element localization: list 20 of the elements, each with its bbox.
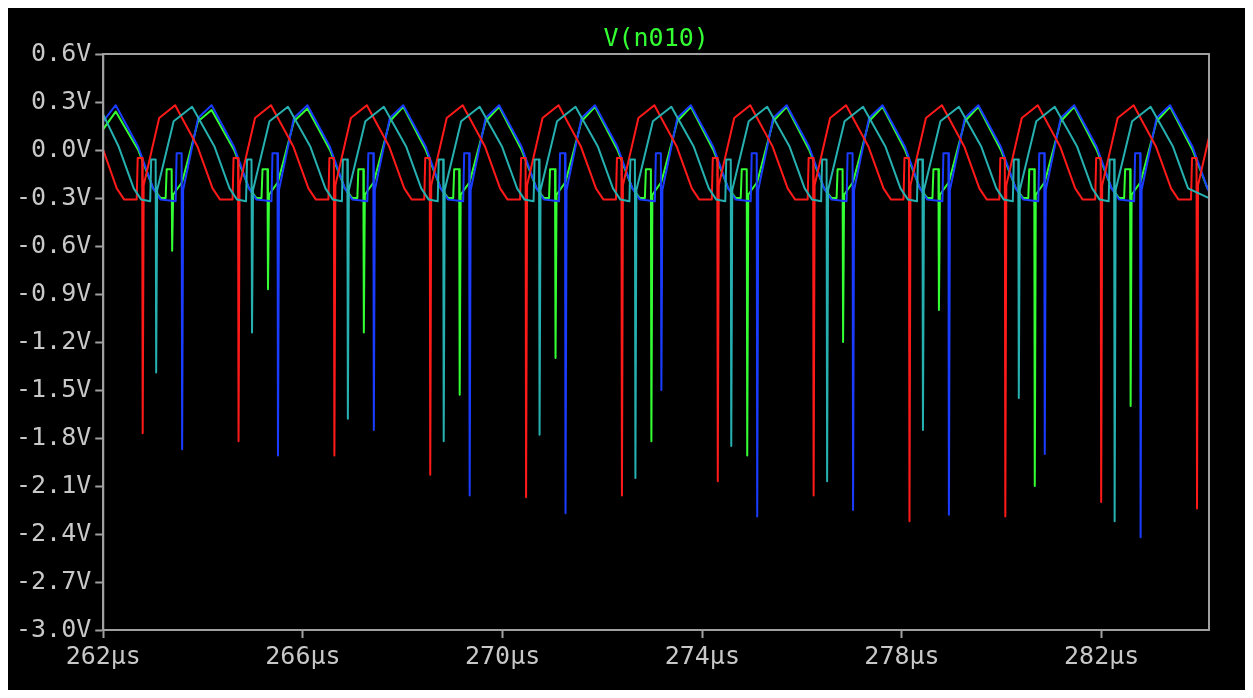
y-tick-label: -0.6V xyxy=(15,229,92,259)
text: V(n010) xyxy=(603,23,709,52)
y-tick-label: 0.0V xyxy=(31,133,92,163)
y-tick-label: 0.6V xyxy=(31,37,92,67)
y-tick-label: -1.5V xyxy=(15,373,92,403)
x-tick-label: 270µs xyxy=(464,640,541,670)
y-tick-label: -1.2V xyxy=(15,325,92,355)
x-tick-label: 278µs xyxy=(864,640,940,670)
y-tick-label: -2.1V xyxy=(15,469,92,499)
y-tick-label: -2.7V xyxy=(15,565,92,595)
x-tick-label: 266µs xyxy=(265,640,341,670)
y-tick-label: -0.9V xyxy=(15,277,92,307)
y-tick-label: -1.8V xyxy=(15,421,92,451)
x-tick-label: 262µs xyxy=(65,640,141,670)
y-tick-label: -3.0V xyxy=(15,613,92,643)
x-tick-label: 282µs xyxy=(1064,640,1140,670)
y-tick-label: 0.3V xyxy=(31,85,92,115)
y-tick-label: -2.4V xyxy=(15,517,92,547)
y-tick-label: -0.3V xyxy=(15,181,92,211)
x-tick-label: 274µs xyxy=(664,640,740,670)
